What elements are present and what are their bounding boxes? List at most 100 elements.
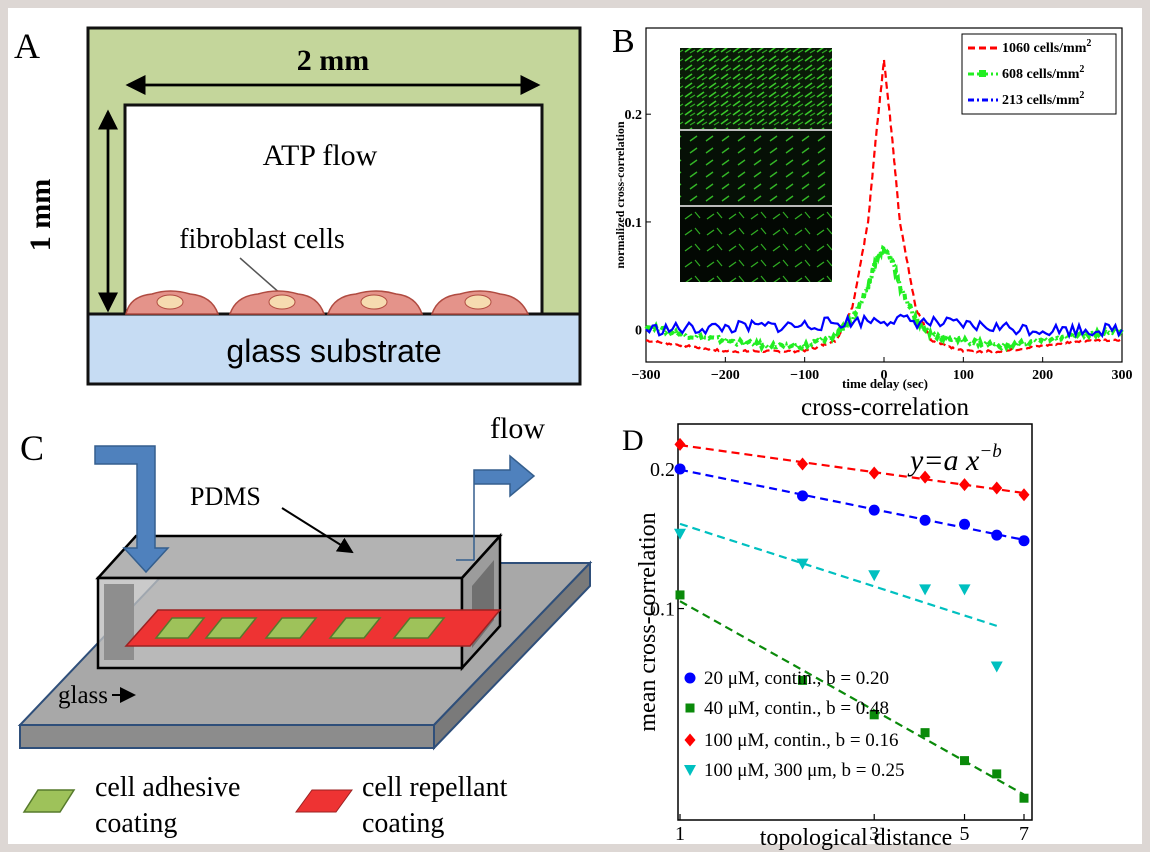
image-mid-density xyxy=(680,130,832,206)
panel-d-point xyxy=(868,466,880,480)
panel-b-letter: B xyxy=(612,23,635,60)
legend-repellant-line1: cell repellant xyxy=(362,772,508,803)
legend-adhesive-line1: cell adhesive xyxy=(95,772,240,803)
legend-label-608: 608 cells/mm2 xyxy=(1002,64,1084,82)
panel-b-series-line xyxy=(646,59,1123,354)
panel-d-xlabel: topological distance xyxy=(760,825,953,851)
panel-d-point xyxy=(991,529,1003,541)
panel-d-xtick-label: 5 xyxy=(960,823,970,845)
panel-d-legend-marker xyxy=(684,672,696,684)
legend-adhesive-line2: coating xyxy=(95,808,177,839)
adhesive-pads xyxy=(154,617,446,639)
panel-b: B −300 −200 −100 0 100 200 300 0 0.1 0.2 1060 cel… xyxy=(612,23,1133,421)
inflow-arrow xyxy=(94,445,170,574)
legend-repellant-line2: coating xyxy=(362,808,444,839)
panel-a-letter: A xyxy=(14,26,40,66)
panel-d-legend-label: 20 μM, contin., b = 0.20 xyxy=(704,668,889,689)
panel-d-point xyxy=(958,584,971,596)
panel-d-point xyxy=(992,769,1002,779)
panel-b-ytick-label: 0 xyxy=(635,324,642,339)
image-low-density xyxy=(680,206,832,282)
panel-b-xtick-label: −100 xyxy=(790,368,819,383)
panel-d-legend-marker xyxy=(685,703,695,713)
cells-label: fibroblast cells xyxy=(179,224,345,255)
panel-d-point xyxy=(1019,793,1029,803)
panel-b-series-line xyxy=(644,244,1124,353)
panel-d-point xyxy=(798,675,808,685)
panel-d-point xyxy=(674,463,686,475)
pdms-pointer xyxy=(281,507,354,554)
panel-b-xtick-label: 0 xyxy=(881,368,888,383)
panel-b-legend: 1060 cells/mm2 608 cells/mm2 213 cells/m… xyxy=(961,33,1117,115)
panel-d-point xyxy=(959,518,971,530)
panel-d-point xyxy=(919,514,931,526)
panel-b-series-line xyxy=(645,313,1123,340)
panel-d-point xyxy=(1018,535,1030,547)
panel-d-point xyxy=(919,470,931,484)
panel-d-ytick-label: 0.2 xyxy=(650,459,675,481)
legend-swatch-repellant xyxy=(295,789,353,813)
panel-b-ylabel: normalized cross-correlation xyxy=(613,121,627,269)
panel-d-point xyxy=(990,661,1003,673)
panel-d-point xyxy=(796,558,809,570)
legend-label-213: 213 cells/mm2 xyxy=(1002,90,1084,108)
panel-d-xtick-label: 3 xyxy=(869,823,879,845)
pdms-label: PDMS xyxy=(190,482,261,511)
panel-a: A glass substrate 2 mm 1 mm ATP flow fib… xyxy=(14,26,582,386)
panel-d-legend-marker xyxy=(684,765,696,776)
panel-b-xlabel: time delay (sec) xyxy=(842,376,928,391)
panel-d-point xyxy=(920,728,930,738)
panel-d-point xyxy=(674,528,686,540)
panel-d-letter: D xyxy=(622,424,644,457)
substrate-label: glass substrate xyxy=(226,333,441,369)
panel-c-letter: C xyxy=(20,428,44,468)
panel-b-xtick-label: 300 xyxy=(1112,368,1133,383)
panel-d-legend-marker xyxy=(684,733,696,747)
panel-d-legend-label: 100 μM, contin., b = 0.16 xyxy=(704,730,899,751)
panel-d-point xyxy=(919,584,932,596)
panel-d-legend-label: 40 μM, contin., b = 0.48 xyxy=(704,698,889,719)
height-label: 1 mm xyxy=(24,179,57,251)
outflow-arrow xyxy=(456,454,536,561)
cell-density-images xyxy=(680,48,832,282)
panel-d-point xyxy=(674,437,686,451)
panel-d-point xyxy=(959,478,971,492)
panel-d-legend: 20 μM, contin., b = 0.20 40 μM, contin., … xyxy=(684,668,905,781)
panel-b-xtick-label: 200 xyxy=(1032,368,1053,383)
panel-d-xtick-label: 1 xyxy=(675,823,685,845)
legend-swatch-adhesive xyxy=(22,789,76,813)
flow-label-c: flow xyxy=(490,412,545,445)
width-label: 2 mm xyxy=(297,44,369,77)
panel-c: C flow PDMS glass cell adhesive coating … xyxy=(17,412,593,839)
panel-d-ticks: 1 3 5 7 0.1 0.2 xyxy=(650,459,1029,845)
panel-b-xtick-label: 100 xyxy=(953,368,974,383)
panel-d-xtick-label: 7 xyxy=(1019,823,1029,845)
panel-b-ticks: −300 −200 −100 0 100 200 300 0 0.1 0.2 xyxy=(625,108,1133,383)
panel-d-point xyxy=(675,590,685,600)
panel-d-ytick-label: 0.1 xyxy=(650,599,675,621)
panel-b-series xyxy=(644,59,1124,354)
panel-d-point xyxy=(869,710,879,720)
panel-d-point xyxy=(960,756,970,766)
fibroblast-cells xyxy=(125,290,530,315)
panel-d: D 1 3 5 70.10.2 y=a x−b 20 μM, contin., b =… xyxy=(622,423,1033,851)
panel-d-markers xyxy=(674,437,1030,803)
panel-d-point xyxy=(797,457,809,471)
panel-b-xtick-label: −300 xyxy=(632,368,661,383)
panel-d-point xyxy=(991,481,1003,495)
image-high-density xyxy=(680,48,832,130)
panel-d-legend-label: 100 μM, 300 μm, b = 0.25 xyxy=(704,760,905,781)
panel-b-subtitle: cross-correlation xyxy=(801,394,969,421)
panel-d-axes-box xyxy=(677,423,1033,821)
channel-interior xyxy=(123,103,544,318)
panel-b-ytick-label: 0.2 xyxy=(625,108,643,123)
flow-label: ATP flow xyxy=(263,139,378,172)
panel-b-xtick-label: −200 xyxy=(711,368,740,383)
panel-d-point xyxy=(868,504,880,516)
legend-label-1060: 1060 cells/mm2 xyxy=(1002,38,1091,56)
panel-d-point xyxy=(797,490,809,502)
glass-label: glass xyxy=(58,682,108,709)
panel-d-point xyxy=(868,570,881,582)
panel-d-ylabel: mean cross-correlation xyxy=(635,512,661,731)
